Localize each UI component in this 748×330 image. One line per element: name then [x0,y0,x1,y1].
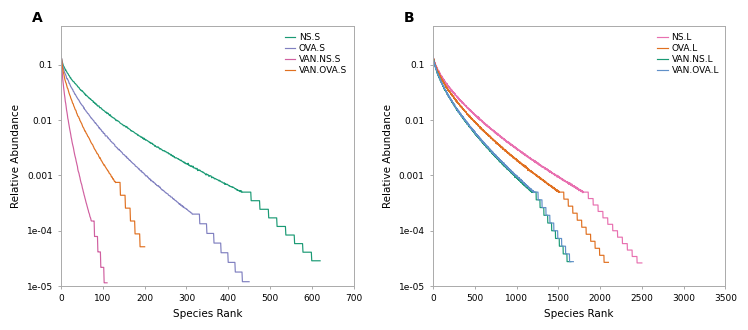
VAN.OVA.S [79,126,88,130]
OVA.L [589,239,598,243]
VAN.OVA.L [468,128,477,132]
VAN.OVA.S [73,112,82,115]
VAN.NS.L [562,260,571,264]
NS.L [615,235,624,239]
NS.S [316,259,325,263]
VAN.NS.S [57,57,66,61]
NS.S [94,104,102,108]
VAN.OVA.L [441,88,450,92]
NS.L [637,261,646,265]
OVA.L [429,53,438,57]
VAN.OVA.S [57,57,66,61]
VAN.NS.S [100,281,109,285]
NS.L [429,53,438,57]
Line: OVA.L: OVA.L [433,55,608,262]
OVA.L [569,211,578,215]
OVA.S [245,280,254,284]
OVA.L [459,108,468,112]
VAN.NS.L [554,237,563,241]
OVA.L [604,260,613,264]
NS.S [258,207,267,211]
VAN.OVA.S [136,245,145,249]
OVA.L [459,108,468,112]
VAN.OVA.S [133,232,142,236]
VAN.NS.S [102,281,111,285]
VAN.NS.L [511,176,520,180]
Line: NS.S: NS.S [61,59,320,261]
Line: VAN.NS.L: VAN.NS.L [433,55,571,262]
VAN.NS.S [79,191,88,195]
NS.S [310,259,319,263]
OVA.S [238,280,247,284]
Line: VAN.NS.S: VAN.NS.S [61,59,107,283]
VAN.NS.L [488,151,497,155]
VAN.NS.S [78,186,87,190]
Y-axis label: Relative Abundance: Relative Abundance [383,104,393,208]
NS.S [153,145,162,149]
OVA.S [242,280,251,284]
Line: VAN.OVA.S: VAN.OVA.S [61,59,144,247]
NS.L [509,144,518,148]
VAN.OVA.S [135,245,144,249]
VAN.OVA.L [565,260,574,264]
OVA.L [529,171,538,175]
X-axis label: Species Rank: Species Rank [173,309,242,319]
NS.L [433,67,442,71]
VAN.NS.L [429,53,438,57]
VAN.OVA.L [493,155,502,159]
OVA.L [599,260,608,264]
OVA.S [57,56,66,60]
Legend: NS.S, OVA.S, VAN.NS.S, VAN.OVA.S: NS.S, OVA.S, VAN.NS.S, VAN.OVA.S [283,31,349,77]
VAN.NS.S [89,219,98,223]
Legend: NS.L, OVA.L, VAN.NS.L, VAN.OVA.L: NS.L, OVA.L, VAN.NS.L, VAN.OVA.L [655,31,721,77]
Text: A: A [32,11,43,25]
Text: B: B [404,11,414,25]
VAN.NS.L [566,260,575,264]
NS.S [307,259,316,263]
OVA.L [586,239,595,243]
NS.S [57,57,66,61]
VAN.OVA.L [569,260,578,264]
VAN.OVA.L [523,184,532,188]
VAN.OVA.S [140,245,149,249]
VAN.OVA.L [482,143,491,147]
OVA.S [78,104,87,108]
Line: VAN.OVA.L: VAN.OVA.L [433,55,574,262]
OVA.S [163,192,172,196]
OVA.S [236,270,245,274]
X-axis label: Species Rank: Species Rank [545,309,614,319]
VAN.OVA.L [479,141,488,145]
NS.S [275,224,283,228]
VAN.OVA.S [62,83,71,87]
OVA.S [193,212,202,216]
NS.L [633,261,642,265]
NS.L [598,216,607,220]
Line: OVA.S: OVA.S [61,58,249,282]
VAN.NS.L [494,157,503,161]
NS.S [243,190,252,194]
OVA.S [88,118,97,122]
Y-axis label: Relative Abundance: Relative Abundance [11,104,21,208]
Line: NS.L: NS.L [433,55,642,263]
VAN.NS.L [439,85,448,89]
VAN.NS.L [491,154,500,158]
VAN.OVA.S [61,78,70,82]
VAN.NS.S [99,281,108,285]
VAN.OVA.L [429,53,438,57]
NS.L [545,169,554,173]
VAN.NS.S [102,281,111,285]
NS.L [607,222,616,226]
VAN.NS.S [70,154,79,158]
